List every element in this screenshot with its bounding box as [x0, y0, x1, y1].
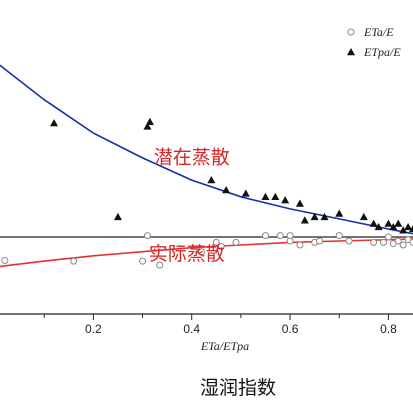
fit-curve-2 [0, 238, 413, 268]
point-circle [276, 232, 284, 240]
point-circle [217, 242, 225, 250]
point-circle [335, 232, 343, 240]
point-triangle [404, 222, 413, 231]
point-circle [139, 257, 147, 265]
point-triangle [222, 186, 231, 194]
legend-marker-triangle [347, 48, 355, 56]
x-tick-label: 0.2 [85, 322, 102, 336]
point-circle [296, 241, 304, 249]
point-triangle [359, 212, 368, 221]
chart-caption: 湿润指数 [200, 377, 276, 399]
point-circle [143, 232, 151, 240]
point-triangle [300, 216, 309, 224]
point-triangle [310, 212, 319, 221]
point-circle [198, 248, 206, 256]
point-triangle [389, 222, 398, 231]
point-triangle [143, 122, 152, 130]
point-triangle [409, 224, 413, 233]
point-circle [384, 233, 392, 241]
point-triangle [394, 219, 403, 227]
point-circle [394, 237, 402, 245]
legend: ETa/E ETpa/E [347, 25, 401, 59]
point-circle [1, 256, 9, 264]
fit-curve-1 [0, 64, 413, 235]
point-triangle [369, 219, 378, 227]
point-triangle [261, 192, 270, 200]
point-circle [399, 241, 407, 249]
point-triangle [384, 219, 393, 227]
x-tick-label: 0.4 [183, 322, 200, 336]
annotation-1: 潜在蒸散 [154, 146, 230, 168]
point-triangle [374, 222, 383, 231]
point-triangle [320, 212, 329, 221]
point-circle [345, 237, 353, 245]
x-tick-label: 0.6 [282, 322, 299, 336]
point-circle [156, 261, 164, 269]
point-circle [316, 237, 324, 245]
annotation-2: 实际蒸散 [149, 243, 225, 265]
legend-marker-circle [347, 28, 355, 36]
point-triangle [207, 176, 216, 184]
point-triangle [399, 226, 408, 234]
x-tick-label: 0.8 [380, 322, 397, 336]
legend-label: ETpa/E [363, 45, 401, 59]
point-triangle [241, 189, 250, 197]
point-triangle [271, 192, 280, 200]
point-circle [370, 238, 378, 246]
point-circle [232, 238, 240, 246]
point-triangle [281, 196, 290, 204]
point-triangle [335, 209, 344, 217]
point-triangle [113, 212, 122, 221]
point-triangle [145, 117, 154, 125]
point-circle [286, 232, 294, 240]
legend-label: ETa/E [363, 25, 394, 39]
point-triangle [50, 119, 59, 127]
point-circle [261, 232, 269, 240]
x-axis-label: ETa/ETpa [200, 339, 249, 353]
point-circle [70, 257, 78, 265]
point-circle [409, 238, 413, 246]
point-circle [212, 238, 220, 246]
point-circle [379, 238, 387, 246]
point-triangle [295, 199, 304, 207]
